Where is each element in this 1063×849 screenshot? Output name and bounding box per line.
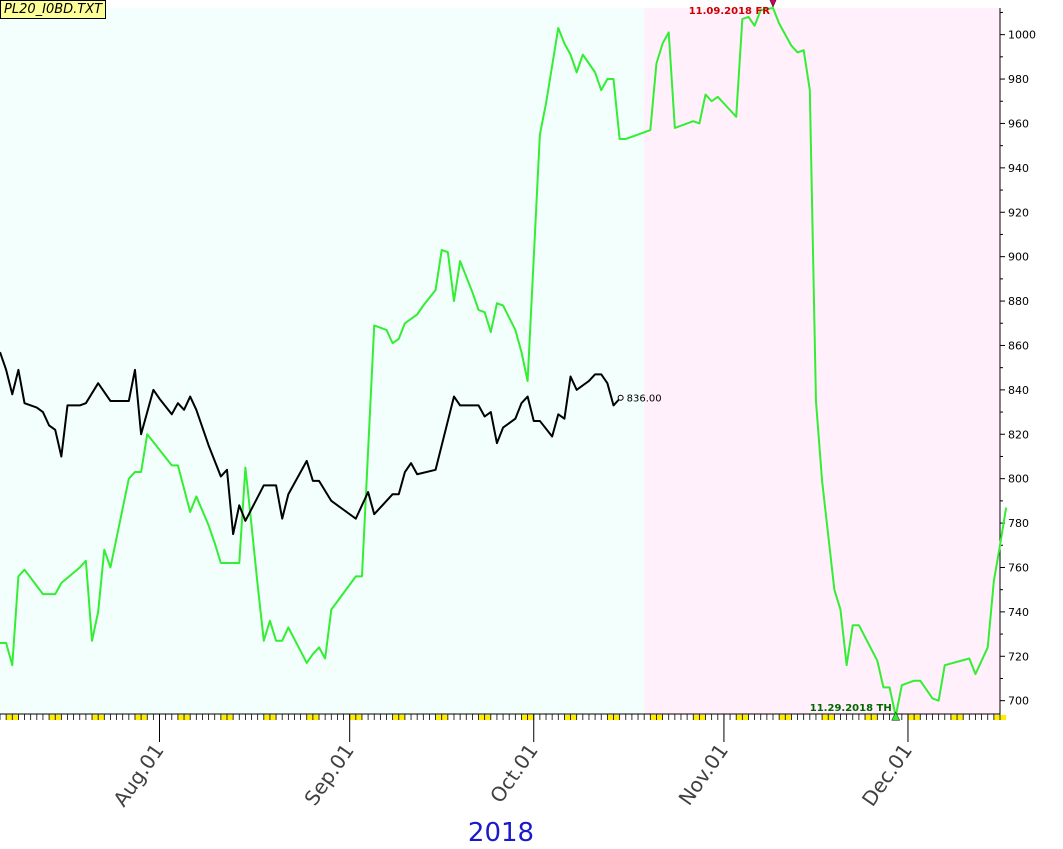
min-annotation-label: 11.29.2018 TH — [810, 703, 892, 714]
last-value-marker — [617, 394, 624, 401]
y-tick-label: 1000 — [1008, 29, 1036, 42]
y-tick-label: 920 — [1008, 206, 1029, 219]
year-label: 2018 — [468, 818, 534, 848]
x-month-label: Sep.01 — [299, 739, 359, 810]
y-tick-label: 780 — [1008, 517, 1029, 530]
region-past — [0, 8, 645, 714]
x-month-label: Dec.01 — [857, 739, 917, 811]
series-line-0 — [0, 7, 1008, 718]
region-future — [644, 8, 1000, 714]
x-month-label: Nov.01 — [674, 739, 733, 810]
y-tick-label: 720 — [1008, 650, 1029, 663]
max-marker — [769, 0, 777, 8]
series-layer — [0, 7, 1008, 718]
y-tick-label: 700 — [1008, 695, 1029, 708]
annotation-layer: 11.09.2018 FR 11.29.2018 TH 836.00 — [617, 0, 901, 721]
last-value-label: 836.00 — [627, 394, 662, 405]
y-tick-label: 840 — [1008, 384, 1029, 397]
y-tick-label: 820 — [1008, 428, 1029, 441]
max-annotation-label: 11.09.2018 FR — [689, 6, 771, 17]
y-tick-label: 900 — [1008, 251, 1029, 264]
past-region-shade — [0, 8, 645, 714]
min-marker — [891, 711, 901, 721]
series-line-1 — [0, 351, 621, 536]
y-tick-label: 980 — [1008, 73, 1029, 86]
y-tick-label: 940 — [1008, 162, 1029, 175]
y-tick-label: 860 — [1008, 339, 1029, 352]
future-region-shade — [644, 8, 1000, 714]
y-tick-label: 760 — [1008, 561, 1029, 574]
x-month-label: Aug.01 — [108, 739, 168, 811]
y-tick-label: 960 — [1008, 117, 1029, 130]
y-tick-label: 880 — [1008, 295, 1029, 308]
x-axis: Aug.01 Sep.01 Oct.01 Nov.01 Dec.01 — [0, 713, 1007, 811]
file-name-badge: PL20_I0BD.TXT — [0, 0, 107, 19]
y-tick-label: 800 — [1008, 473, 1029, 486]
y-axis: 700 720 740 760 780 800 820 840 860 880 900 920 940 9… — [999, 8, 1036, 714]
y-tick-label: 740 — [1008, 606, 1029, 619]
x-month-label: Oct.01 — [485, 739, 543, 807]
